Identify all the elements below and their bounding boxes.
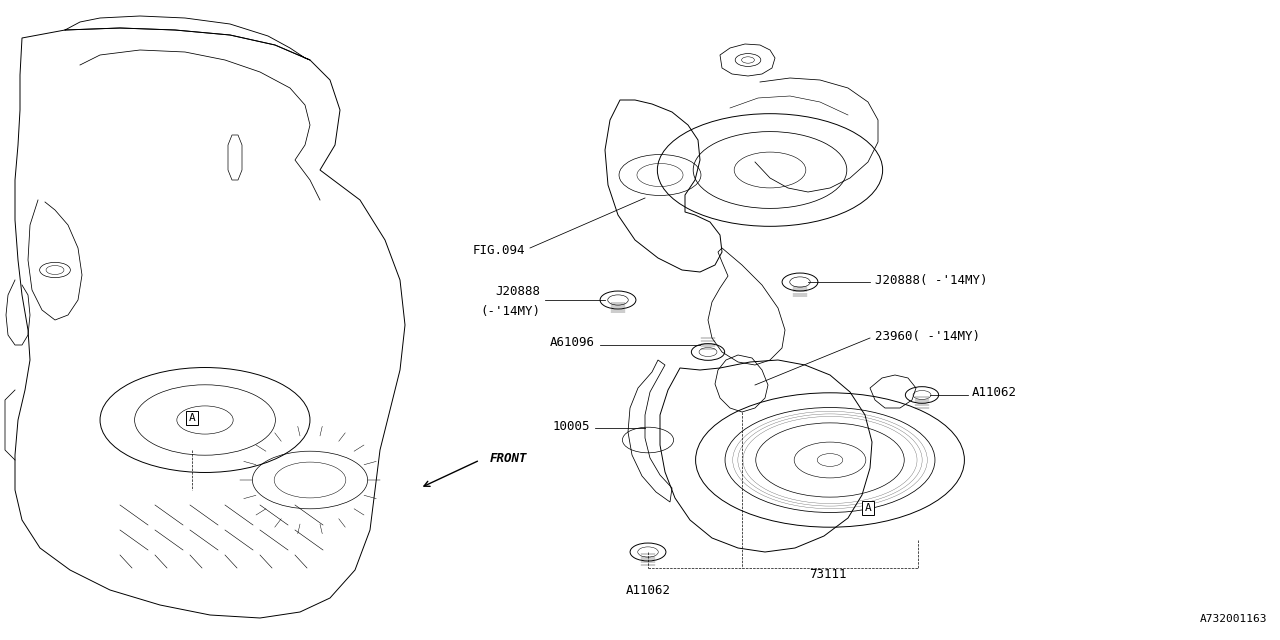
Text: 73111: 73111 <box>809 568 847 582</box>
Text: J20888( -'14MY): J20888( -'14MY) <box>876 273 987 287</box>
Text: 10005: 10005 <box>553 419 590 433</box>
Text: (-'14MY): (-'14MY) <box>480 305 540 318</box>
Text: A: A <box>188 413 196 423</box>
Text: A11062: A11062 <box>626 584 671 596</box>
Text: FIG.094: FIG.094 <box>472 243 525 257</box>
Text: 23960( -'14MY): 23960( -'14MY) <box>876 330 980 342</box>
Text: J20888: J20888 <box>495 285 540 298</box>
Text: A732001163: A732001163 <box>1199 614 1267 624</box>
Text: A61096: A61096 <box>550 337 595 349</box>
Text: FRONT: FRONT <box>490 451 527 465</box>
Text: A11062: A11062 <box>972 387 1018 399</box>
Text: A: A <box>864 503 872 513</box>
